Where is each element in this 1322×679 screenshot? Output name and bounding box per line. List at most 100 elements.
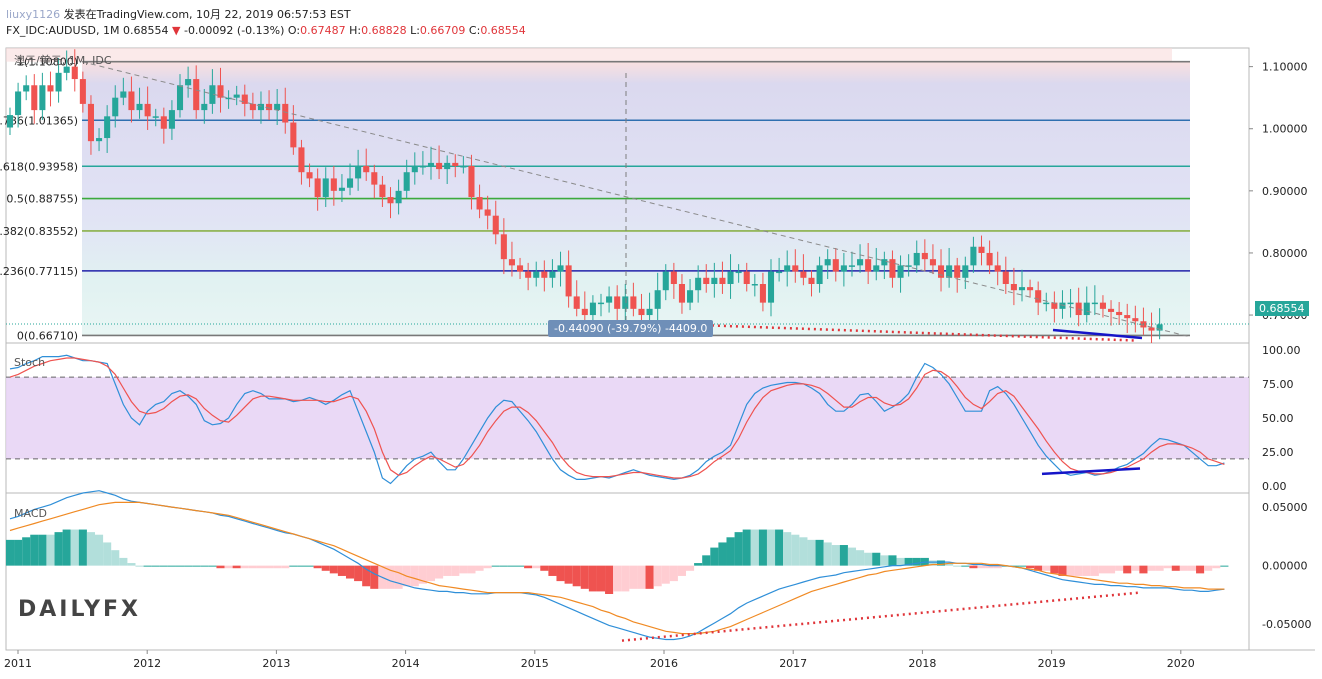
candle-body[interactable]	[743, 271, 750, 284]
candle-body[interactable]	[622, 296, 629, 309]
candle-body[interactable]	[492, 215, 499, 235]
candle-body[interactable]	[687, 290, 694, 303]
candle-body[interactable]	[436, 162, 443, 170]
candle-body[interactable]	[39, 85, 46, 111]
candle-body[interactable]	[1010, 284, 1017, 291]
candle-body[interactable]	[241, 94, 248, 104]
candle-body[interactable]	[47, 85, 54, 92]
candle-body[interactable]	[1124, 315, 1131, 319]
candle-body[interactable]	[403, 172, 410, 191]
candle-body[interactable]	[1051, 302, 1058, 309]
candle-body[interactable]	[306, 172, 313, 179]
candle-body[interactable]	[55, 72, 62, 92]
candle-body[interactable]	[387, 197, 394, 204]
candle-body[interactable]	[533, 271, 540, 278]
candle-body[interactable]	[784, 265, 791, 272]
candle-body[interactable]	[881, 259, 888, 266]
candle-body[interactable]	[1108, 308, 1115, 312]
candle-body[interactable]	[508, 259, 515, 266]
candle-body[interactable]	[695, 277, 702, 291]
candle-body[interactable]	[824, 259, 831, 266]
candle-body[interactable]	[727, 271, 734, 284]
candle-body[interactable]	[589, 302, 596, 316]
candle-body[interactable]	[1018, 287, 1026, 291]
candle-body[interactable]	[1148, 327, 1155, 331]
candle-body[interactable]	[1116, 311, 1123, 316]
candle-body[interactable]	[71, 66, 78, 80]
candle-body[interactable]	[176, 85, 184, 111]
candle-body[interactable]	[719, 277, 726, 284]
candle-body[interactable]	[330, 178, 337, 191]
candle-body[interactable]	[517, 265, 524, 272]
candle-body[interactable]	[816, 265, 823, 284]
candle-body[interactable]	[937, 265, 945, 278]
candle-body[interactable]	[322, 178, 329, 198]
candle-body[interactable]	[249, 103, 256, 111]
candle-body[interactable]	[654, 290, 661, 309]
candle-body[interactable]	[112, 97, 119, 117]
candle-body[interactable]	[970, 246, 977, 266]
candle-body[interactable]	[379, 184, 386, 198]
candle-body[interactable]	[735, 271, 742, 274]
candle-body[interactable]	[703, 277, 710, 284]
candle-body[interactable]	[889, 259, 896, 278]
candle-body[interactable]	[913, 252, 920, 266]
candle-body[interactable]	[15, 91, 22, 116]
candle-body[interactable]	[298, 147, 305, 173]
candle-body[interactable]	[346, 178, 354, 188]
candle-body[interactable]	[128, 91, 135, 111]
candle-body[interactable]	[1059, 302, 1066, 309]
candle-body[interactable]	[217, 85, 224, 98]
candle-body[interactable]	[1099, 302, 1106, 309]
candle-body[interactable]	[274, 103, 281, 111]
candle-body[interactable]	[541, 271, 548, 278]
candle-body[interactable]	[79, 79, 86, 104]
candle-body[interactable]	[597, 302, 605, 305]
candle-body[interactable]	[290, 122, 297, 148]
candle-body[interactable]	[160, 116, 167, 129]
candle-body[interactable]	[954, 265, 961, 278]
candle-body[interactable]	[808, 277, 815, 284]
candle-body[interactable]	[338, 187, 345, 191]
candle-body[interactable]	[1083, 302, 1090, 316]
candle-body[interactable]	[565, 265, 572, 297]
candle-body[interactable]	[96, 138, 103, 142]
author-name[interactable]: liuxy1126	[6, 8, 61, 21]
candle-body[interactable]	[371, 172, 378, 185]
candle-body[interactable]	[865, 259, 872, 272]
candle-body[interactable]	[929, 259, 936, 266]
candle-body[interactable]	[897, 265, 904, 278]
candle-body[interactable]	[525, 271, 532, 278]
candle-body[interactable]	[500, 234, 507, 260]
candle-body[interactable]	[1043, 302, 1050, 305]
candle-body[interactable]	[678, 284, 685, 303]
candle-body[interactable]	[646, 308, 653, 316]
candle-body[interactable]	[484, 209, 491, 216]
candle-body[interactable]	[1091, 302, 1098, 305]
candle-body[interactable]	[193, 79, 200, 111]
candle-body[interactable]	[711, 277, 718, 284]
candle-body[interactable]	[751, 284, 758, 286]
candle-body[interactable]	[921, 252, 928, 260]
candle-body[interactable]	[573, 296, 580, 309]
candle-body[interactable]	[460, 166, 467, 168]
candle-body[interactable]	[6, 115, 14, 128]
candle-body[interactable]	[31, 85, 38, 111]
candle-body[interactable]	[209, 85, 216, 104]
candle-body[interactable]	[233, 94, 240, 98]
candle-body[interactable]	[257, 103, 265, 111]
candle-body[interactable]	[962, 265, 969, 278]
candle-body[interactable]	[1156, 324, 1163, 331]
candle-body[interactable]	[800, 271, 807, 278]
candle-body[interactable]	[905, 265, 912, 267]
candle-body[interactable]	[986, 252, 993, 266]
candle-body[interactable]	[104, 116, 111, 139]
candle-body[interactable]	[792, 265, 799, 272]
candle-body[interactable]	[1132, 318, 1139, 322]
candle-body[interactable]	[419, 166, 426, 168]
candle-body[interactable]	[395, 190, 402, 204]
candle-body[interactable]	[185, 79, 192, 86]
candle-body[interactable]	[638, 308, 645, 316]
candle-body[interactable]	[355, 166, 362, 179]
